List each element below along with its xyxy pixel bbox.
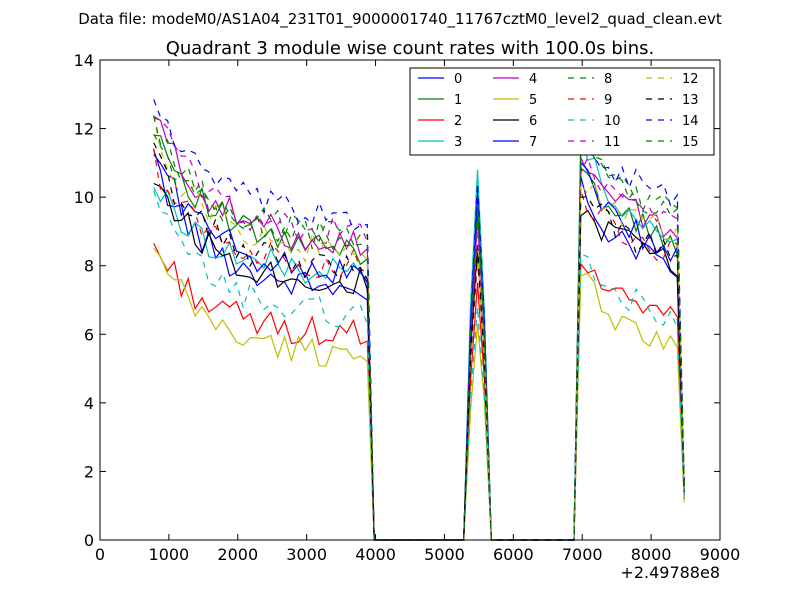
legend-label-3: 3 xyxy=(454,135,462,150)
x-axis-offset-label: +2.49788e8 xyxy=(620,563,720,582)
series-line-4 xyxy=(153,115,685,541)
series-line-2 xyxy=(153,243,685,541)
y-tick-label: 4 xyxy=(84,394,94,413)
figure-suptitle: Data file: modeM0/AS1A04_231T01_90000017… xyxy=(78,10,722,29)
y-tick-label: 0 xyxy=(84,531,94,550)
x-tick-label: 5000 xyxy=(424,545,465,564)
x-tick-label: 3000 xyxy=(286,545,327,564)
y-tick-label: 10 xyxy=(74,188,94,207)
legend-label-13: 13 xyxy=(682,93,699,108)
series-layer xyxy=(153,99,685,541)
y-tick-label: 12 xyxy=(74,120,94,139)
legend-label-7: 7 xyxy=(529,135,537,150)
series-line-5 xyxy=(153,247,685,541)
legend-label-12: 12 xyxy=(682,72,699,87)
y-tick-label: 14 xyxy=(74,51,94,70)
legend-label-8: 8 xyxy=(604,72,612,87)
x-tick-label: 6000 xyxy=(493,545,534,564)
plot-frame xyxy=(99,59,721,541)
plot-area: 0 1000 2000 3000 4000 5000 6000 7000 8000 9000 0 2… xyxy=(74,51,741,582)
x-tick-label: 4000 xyxy=(355,545,396,564)
series-line-13 xyxy=(153,142,685,541)
legend-label-14: 14 xyxy=(682,114,699,129)
x-axis-ticks: 0 1000 2000 3000 4000 5000 6000 7000 8000 9000 xyxy=(95,60,740,564)
legend-label-2: 2 xyxy=(454,114,462,129)
legend-label-15: 15 xyxy=(682,135,699,150)
x-tick-label: 9000 xyxy=(700,545,741,564)
chart-title: Quadrant 3 module wise count rates with … xyxy=(166,38,655,59)
x-tick-label: 2000 xyxy=(217,545,258,564)
series-line-11 xyxy=(153,117,685,541)
x-tick-label: 0 xyxy=(95,545,105,564)
legend-label-0: 0 xyxy=(454,72,462,87)
series-line-12 xyxy=(153,116,685,541)
legend-label-9: 9 xyxy=(604,93,612,108)
legend-label-6: 6 xyxy=(529,114,537,129)
x-tick-label: 1000 xyxy=(149,545,190,564)
y-tick-label: 2 xyxy=(84,462,94,481)
x-tick-label: 8000 xyxy=(631,545,672,564)
legend-label-4: 4 xyxy=(529,72,537,87)
series-line-15 xyxy=(153,115,685,541)
legend-label-11: 11 xyxy=(604,135,621,150)
y-tick-label: 6 xyxy=(84,325,94,344)
y-tick-label: 8 xyxy=(84,257,94,276)
series-line-6 xyxy=(153,182,685,541)
legend-label-5: 5 xyxy=(529,93,537,108)
x-tick-label: 7000 xyxy=(562,545,603,564)
legend-label-10: 10 xyxy=(604,114,621,129)
series-line-9 xyxy=(153,148,685,541)
legend-label-1: 1 xyxy=(454,93,462,108)
